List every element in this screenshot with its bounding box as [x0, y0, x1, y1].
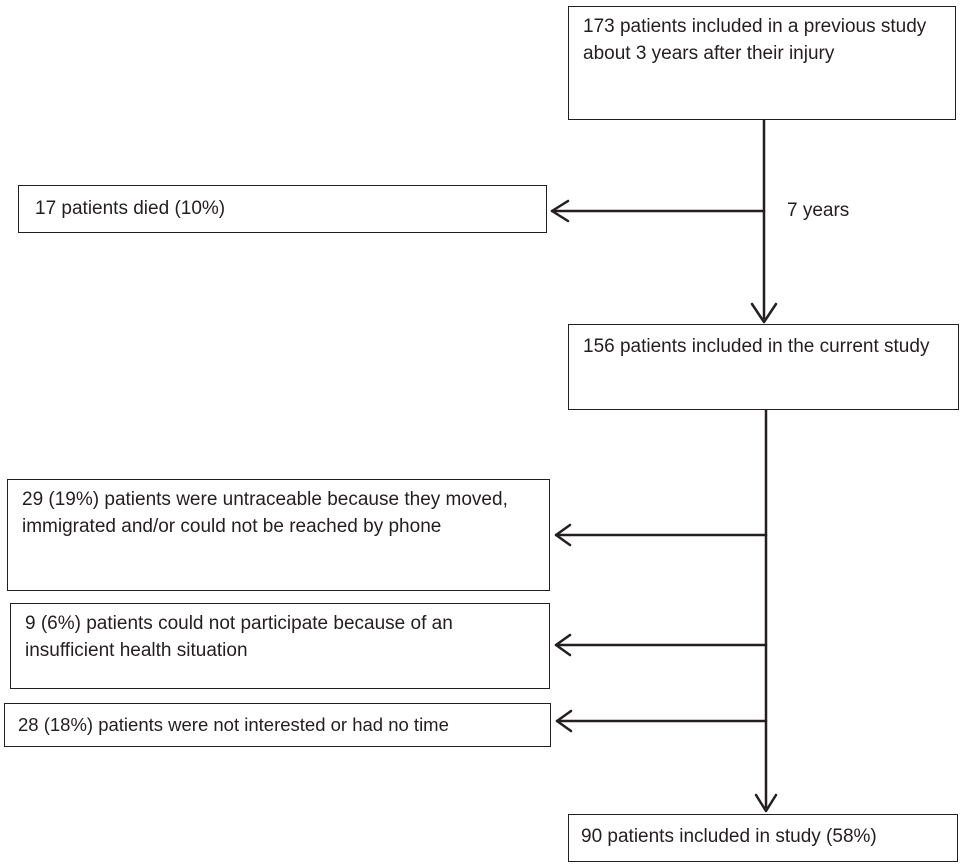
not-interested-box: 28 (18%) patients were not interested or… [4, 703, 551, 747]
arrowhead-not-interested [555, 709, 573, 733]
arrowhead-final [754, 793, 778, 813]
start-box: 173 patients included in a previous stud… [568, 6, 956, 120]
arrowhead-untraceable [554, 523, 572, 547]
arrowhead-health [554, 633, 572, 657]
interval-label: 7 years [787, 200, 850, 221]
final-box: 90 patients included in study (58%) [568, 814, 958, 862]
untraceable-box: 29 (19%) patients were untraceable becau… [7, 479, 550, 591]
current-study-box: 156 patients included in the current stu… [568, 324, 959, 410]
arrowhead-current-study [750, 302, 778, 324]
died-box: 17 patients died (10%) [18, 185, 547, 233]
arrowhead-died [550, 199, 570, 223]
health-box: 9 (6%) patients could not participate be… [10, 603, 550, 689]
